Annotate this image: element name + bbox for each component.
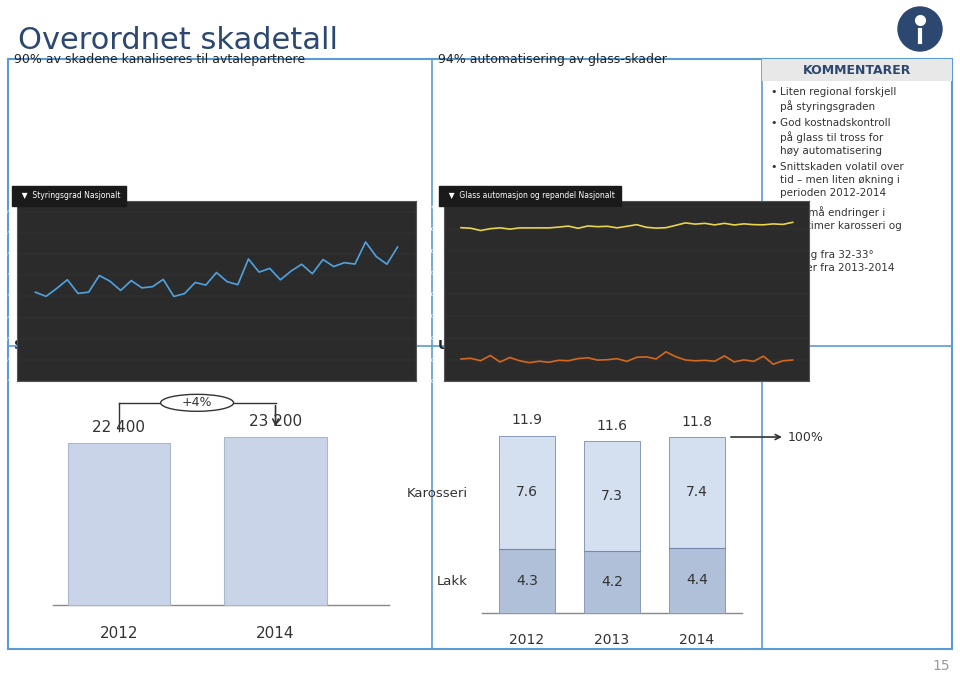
Text: 11.6: 11.6 xyxy=(596,419,628,433)
Text: 22 400: 22 400 xyxy=(92,420,145,435)
Text: 7.6: 7.6 xyxy=(516,486,538,499)
Bar xyxy=(499,436,555,549)
Circle shape xyxy=(898,7,942,51)
Text: •: • xyxy=(770,250,777,260)
Text: 2012: 2012 xyxy=(510,633,544,648)
Text: 100%: 100% xyxy=(731,430,824,443)
Text: ▼  Styringsgrad Nasjonalt: ▼ Styringsgrad Nasjonalt xyxy=(17,191,121,200)
Text: 2014: 2014 xyxy=(680,633,714,648)
Text: •: • xyxy=(770,206,777,216)
Text: +4%: +4% xyxy=(181,396,212,409)
Text: 4.4: 4.4 xyxy=(686,573,708,588)
Text: Overordnet skadetall: Overordnet skadetall xyxy=(18,26,338,55)
Text: 2013: 2013 xyxy=(594,633,630,648)
Text: 94% automatisering av glass-skader: 94% automatisering av glass-skader xyxy=(438,53,667,66)
Text: Karosseri: Karosseri xyxy=(406,487,468,500)
Bar xyxy=(668,548,726,614)
Text: 2014: 2014 xyxy=(256,626,295,641)
Text: God kostnadskontroll
på glass til tross for
høy automatisering: God kostnadskontroll på glass til tross … xyxy=(780,118,891,156)
Text: 90% av skadene kanaliseres til avtalepartnere: 90% av skadene kanaliseres til avtalepar… xyxy=(14,53,305,66)
Bar xyxy=(225,437,326,605)
Text: Snittskadeutvikling karosseriskader: Snittskadeutvikling karosseriskader xyxy=(14,339,286,352)
Text: •: • xyxy=(770,87,777,97)
Text: 4.3: 4.3 xyxy=(516,574,538,588)
Text: 11.8: 11.8 xyxy=(682,415,712,429)
Text: Økning fra 32-33°
takster fra 2013-2014: Økning fra 32-33° takster fra 2013-2014 xyxy=(780,250,895,273)
Text: •: • xyxy=(770,162,777,172)
Text: Kun små endringer i
snitt timer karosseri og
lakk: Kun små endringer i snitt timer karosser… xyxy=(780,206,901,244)
Text: 4.2: 4.2 xyxy=(601,575,623,589)
Bar xyxy=(8,59,952,649)
Bar xyxy=(584,441,640,550)
Text: 11.9: 11.9 xyxy=(512,413,542,428)
Text: Lakk: Lakk xyxy=(437,575,468,588)
Text: KOMMENTARER: KOMMENTARER xyxy=(803,63,911,76)
Text: 7.3: 7.3 xyxy=(601,489,623,503)
Bar xyxy=(499,549,555,614)
Text: 15: 15 xyxy=(932,659,950,673)
Text: Snittskaden volatil over
tid – men liten økning i
perioden 2012-2014: Snittskaden volatil over tid – men liten… xyxy=(780,162,903,197)
Text: Utvikling timer forbruk pr skade: Utvikling timer forbruk pr skade xyxy=(438,339,681,352)
Text: Liten regional forskjell
på styringsgraden: Liten regional forskjell på styringsgrad… xyxy=(780,87,897,112)
Text: ▼  Glass automasjon og repandel Nasjonalt: ▼ Glass automasjon og repandel Nasjonalt xyxy=(444,191,615,200)
Ellipse shape xyxy=(160,394,233,411)
Text: 23 200: 23 200 xyxy=(249,414,302,429)
Bar xyxy=(67,443,170,605)
Text: 2012: 2012 xyxy=(100,626,138,641)
Bar xyxy=(762,59,952,81)
Bar xyxy=(584,550,640,614)
Bar xyxy=(668,437,726,548)
Text: •: • xyxy=(770,118,777,128)
Text: 7.4: 7.4 xyxy=(686,486,708,499)
